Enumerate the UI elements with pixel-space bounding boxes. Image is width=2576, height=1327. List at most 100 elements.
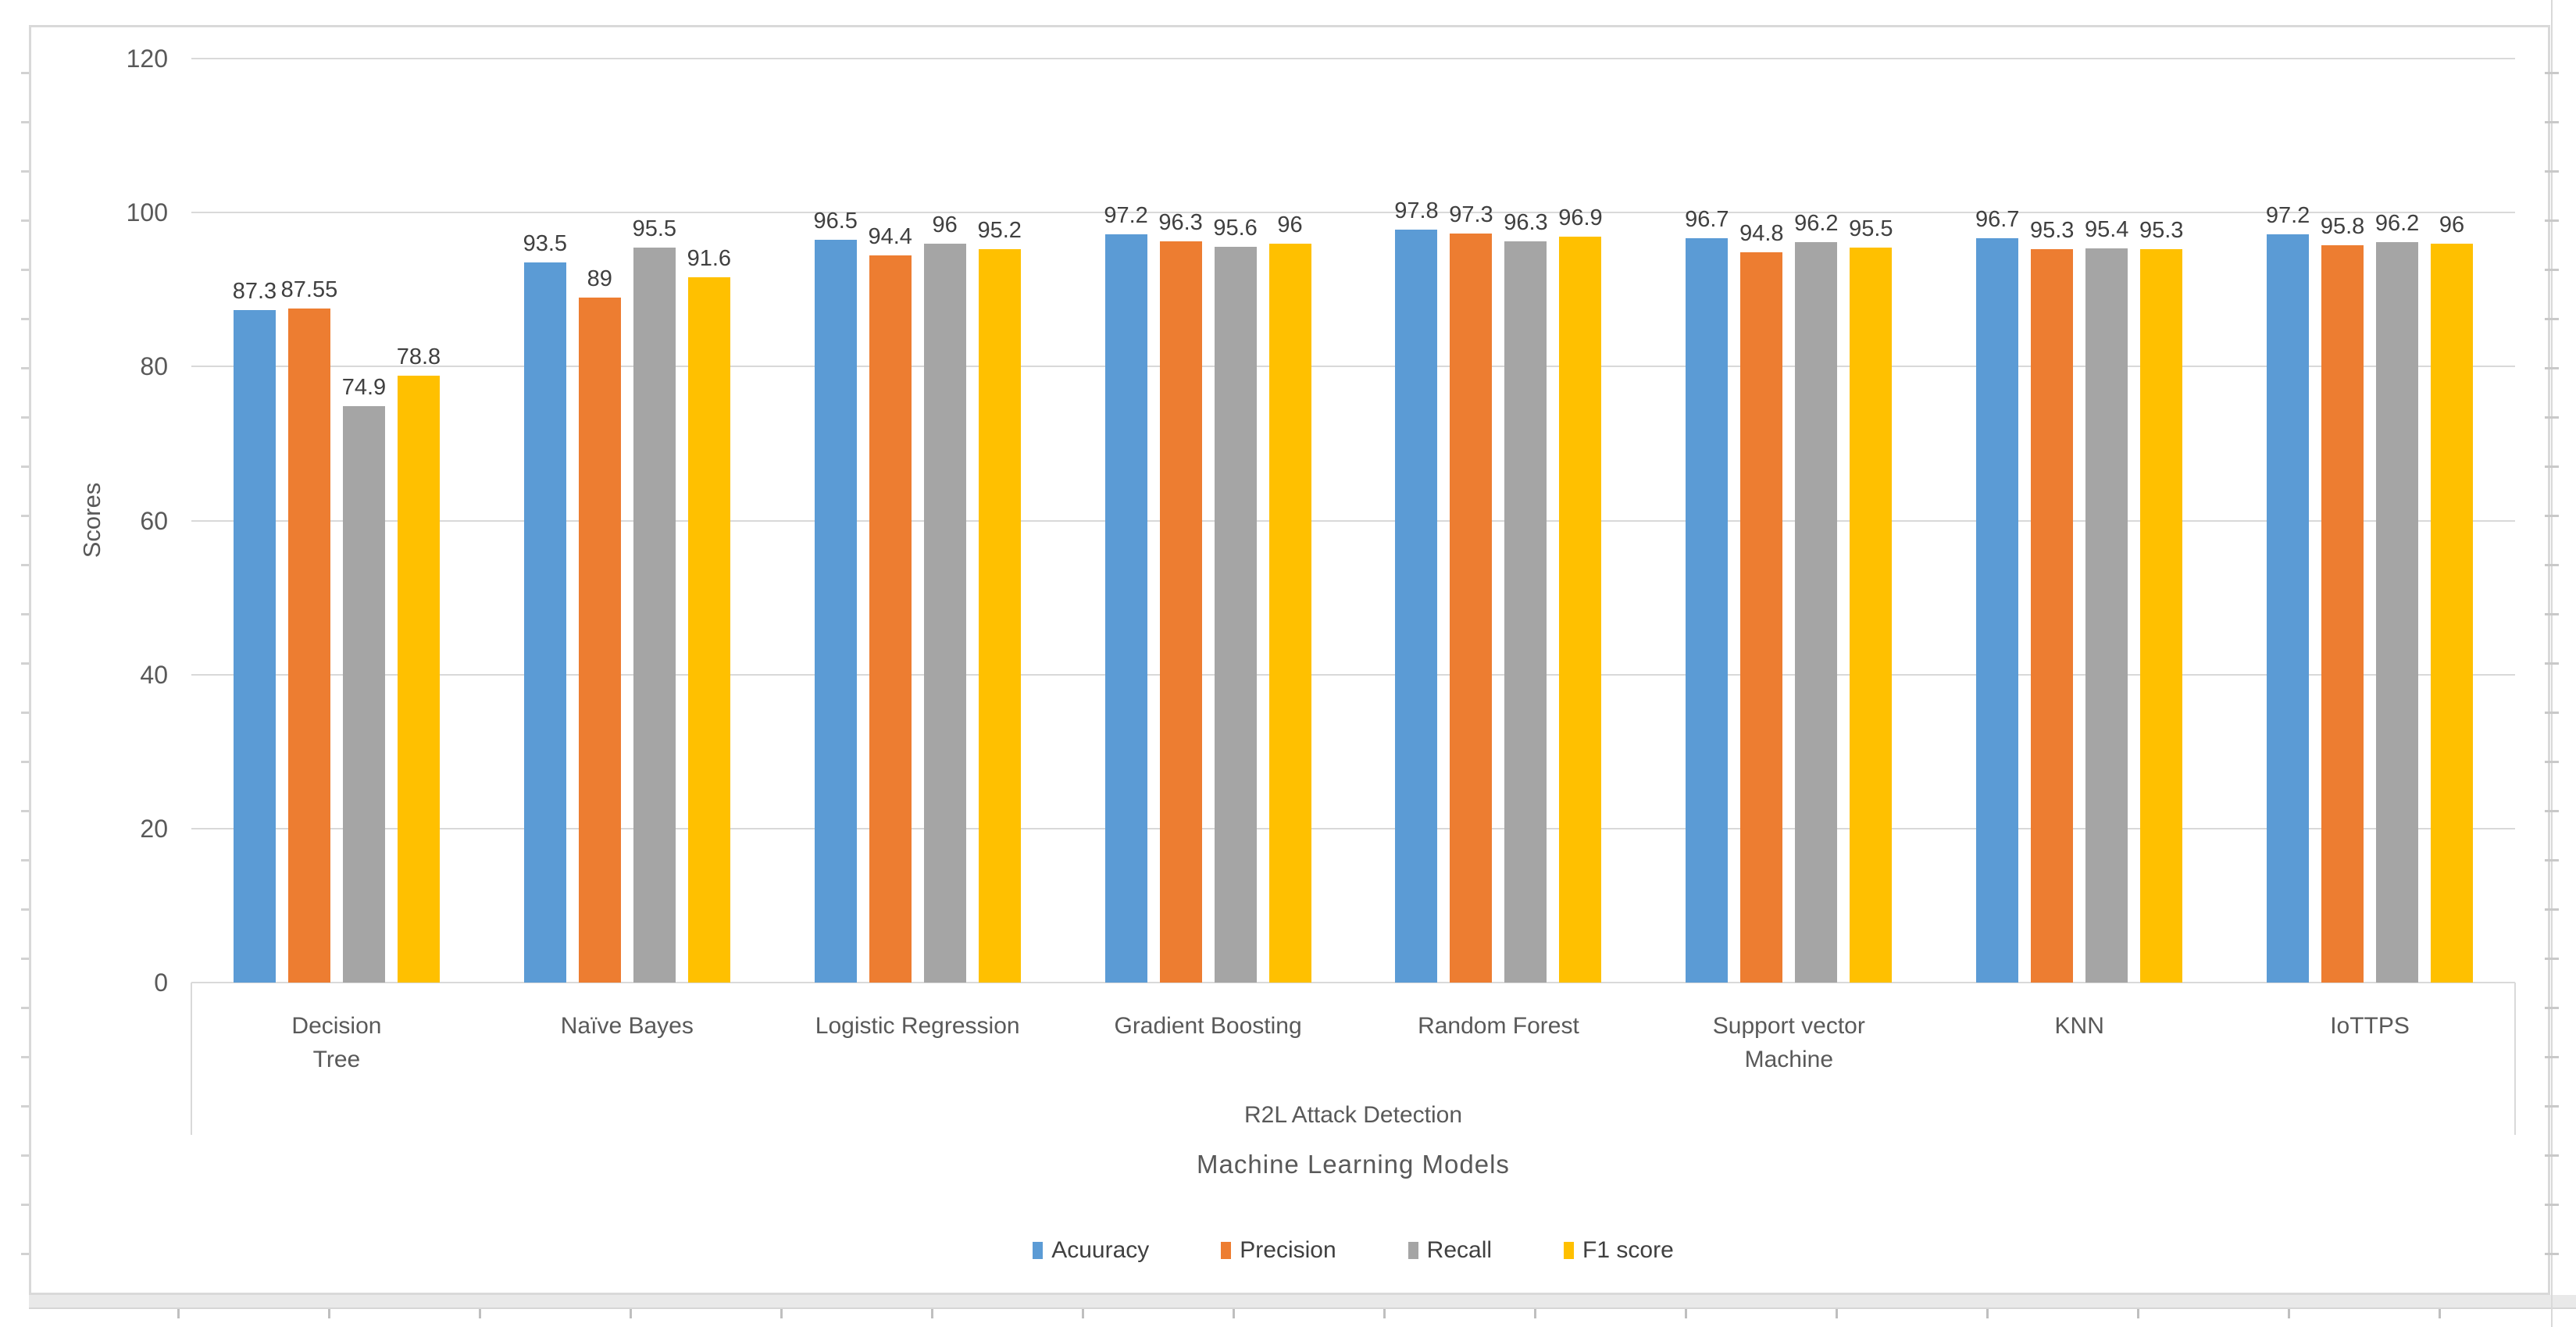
category-label: Naïve Bayes (560, 1013, 694, 1039)
y-axis-tick-label: 20 (140, 814, 168, 843)
y-axis-tick-label: 100 (126, 198, 168, 227)
bar-precision (2031, 248, 2074, 983)
bar-acuuracy (1395, 229, 1438, 983)
bar-value-label: 96.2 (1794, 210, 1839, 236)
legend-label: F1 score (1582, 1237, 1674, 1263)
legend-label: Precision (1240, 1237, 1336, 1263)
bar-precision (869, 255, 912, 983)
bar-value-label: 96 (1277, 212, 1303, 237)
bar-value-label: 74.9 (341, 374, 387, 400)
legend-label: Acuuracy (1051, 1237, 1150, 1263)
y-axis-title: Scores (78, 482, 105, 558)
bar-precision (1450, 233, 1493, 983)
gridline (191, 519, 2515, 522)
bar-value-label: 96.9 (1558, 205, 1603, 230)
bar-recall (1504, 241, 1547, 983)
category-axis-border (191, 983, 192, 1135)
bar-f1-score (1850, 247, 1893, 983)
gridline (191, 366, 2515, 368)
bar-value-label: 97.2 (1104, 202, 1148, 228)
legend-item-f1-score: F1 score (1564, 1237, 1674, 1264)
category-label: Logistic Regression (815, 1013, 1020, 1039)
y-axis-tick-label: 0 (154, 968, 168, 997)
bar-value-label: 95.6 (1213, 215, 1258, 241)
bar-recall (2085, 248, 2128, 983)
bar-f1-score (978, 249, 1021, 983)
bar-recall (923, 243, 966, 983)
legend: Acuuracy Precision Recall F1 score (807, 1232, 1900, 1268)
bar-value-label: 87.55 (280, 276, 338, 302)
bar-value-label: 95.5 (1849, 216, 1893, 241)
y-axis-tick-label: 80 (140, 352, 168, 381)
bar-recall (633, 247, 676, 983)
legend-swatch (1221, 1242, 1232, 1259)
bar-f1-score (397, 376, 440, 983)
bar-precision (578, 297, 621, 983)
bar-value-label: 95.2 (977, 218, 1022, 244)
bar-f1-score (2140, 248, 2183, 983)
bar-value-label: 97.3 (1449, 202, 1493, 227)
worksheet-bottom-band (29, 1295, 2576, 1309)
bar-value-label: 97.8 (1394, 198, 1439, 223)
legend-item-precision: Precision (1221, 1237, 1336, 1264)
bar-value-label: 94.4 (868, 224, 912, 250)
legend-swatch (1408, 1242, 1418, 1259)
legend-label: Recall (1426, 1237, 1493, 1263)
gridline (191, 827, 2515, 829)
bar-value-label: 96.3 (1158, 209, 1203, 235)
bar-acuuracy (1976, 237, 2019, 983)
bar-acuuracy (523, 262, 566, 983)
bar-value-label: 96.7 (1975, 206, 2020, 232)
category-group-label: R2L Attack Detection (1243, 1102, 1463, 1128)
category-label: Random Forest (1418, 1013, 1579, 1039)
legend-item-acuuracy: Acuuracy (1033, 1237, 1149, 1264)
bar-value-label: 95.5 (632, 216, 677, 241)
bar-f1-score (687, 276, 730, 983)
bar-value-label: 87.3 (232, 279, 277, 305)
legend-swatch (1033, 1242, 1044, 1259)
category-label: Gradient Boosting (1114, 1013, 1302, 1039)
bar-value-label: 91.6 (687, 245, 732, 271)
bar-recall (1214, 246, 1257, 983)
bar-value-label: 97.2 (2265, 202, 2310, 228)
gridline (191, 58, 2515, 59)
worksheet-row-ticks-left (21, 25, 29, 1295)
bar-f1-score (1268, 243, 1311, 983)
bar-precision (1159, 241, 1202, 983)
y-axis-tick-label: 40 (140, 660, 168, 689)
bar-value-label: 95.8 (2320, 213, 2365, 239)
category-axis-border (2514, 983, 2516, 1135)
bar-value-label: 96 (932, 212, 958, 237)
category-label: Decision Tree (291, 1013, 382, 1072)
bar-value-label: 96.2 (2374, 210, 2420, 236)
bar-f1-score (2431, 243, 2474, 983)
bar-value-label: 96 (2439, 212, 2465, 237)
y-axis-tick-label: 120 (126, 45, 168, 73)
bar-precision (1740, 252, 1783, 983)
bar-value-label: 95.3 (2029, 217, 2075, 243)
bar-value-label: 89 (587, 266, 612, 291)
x-axis-title: Machine Learning Models (1197, 1150, 1510, 1179)
bar-value-label: 96.5 (813, 208, 858, 234)
legend-item-recall: Recall (1408, 1237, 1492, 1264)
bar-acuuracy (814, 239, 857, 983)
bar-f1-score (1559, 236, 1602, 983)
bar-acuuracy (1686, 237, 1729, 983)
legend-swatch (1564, 1242, 1575, 1259)
bar-value-label: 78.8 (396, 344, 441, 370)
category-label: Support vector Machine (1712, 1013, 1865, 1072)
category-label: IoTTPS (2330, 1013, 2410, 1039)
y-axis-tick-label: 60 (140, 506, 168, 535)
gridline (191, 673, 2515, 676)
bar-acuuracy (233, 310, 276, 983)
bar-recall (342, 405, 385, 983)
worksheet-column-ticks (29, 1309, 2576, 1318)
gridline (191, 982, 2515, 983)
bar-value-label: 95.4 (2084, 216, 2129, 242)
bar-value-label: 93.5 (523, 231, 568, 257)
category-label: KNN (2054, 1013, 2104, 1039)
bar-acuuracy (1104, 234, 1147, 983)
bar-recall (1795, 241, 1838, 983)
bar-value-label: 95.3 (2139, 217, 2184, 243)
